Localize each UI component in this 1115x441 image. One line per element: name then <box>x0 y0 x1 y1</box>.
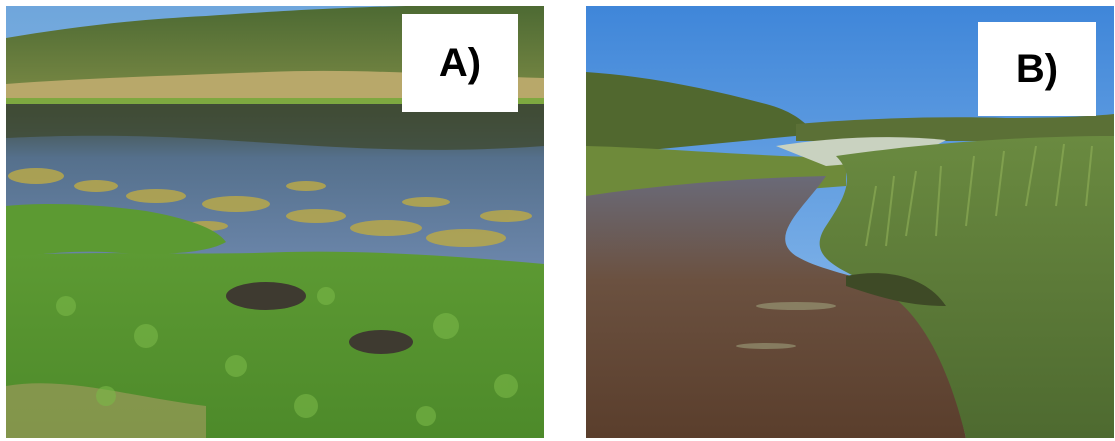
water-reflections <box>736 302 836 349</box>
mud-pool-2 <box>349 330 413 354</box>
hill-reflection <box>6 106 544 150</box>
distant-treeline <box>796 114 1114 141</box>
panel-a-label: A) <box>402 14 518 112</box>
panel-a-photo: A) <box>6 6 544 438</box>
mud-pool-1 <box>226 282 306 310</box>
foreground-plants <box>6 251 544 438</box>
reed-bank <box>819 136 1114 438</box>
reed-stalks <box>865 143 1093 247</box>
algae-patches <box>8 168 532 247</box>
panel-b-photo: B) <box>586 6 1114 438</box>
dry-grass-corner <box>6 383 206 438</box>
plant-mat-left <box>6 203 226 258</box>
wetland-photo-b <box>586 6 1114 438</box>
distant-water <box>776 137 946 166</box>
left-hill <box>586 72 816 156</box>
panel-b-label: B) <box>978 22 1096 116</box>
